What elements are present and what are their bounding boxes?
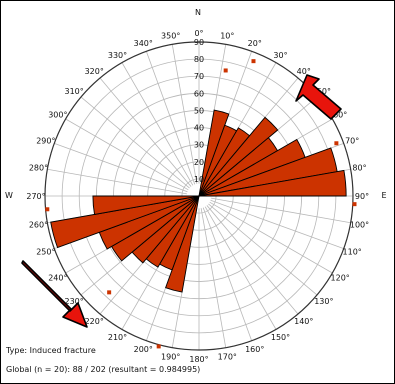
outlier-point-7 (45, 207, 50, 212)
outer-ring (44, 41, 354, 351)
outlier-point-6 (107, 290, 112, 295)
angle-tick-300: 300° (48, 111, 67, 120)
outlier-point-5 (156, 344, 161, 349)
north-label: N (195, 8, 201, 17)
angle-tick-90: 90° (355, 192, 369, 201)
angle-tick-140: 140° (294, 317, 313, 326)
angle-tick-310: 310° (64, 87, 83, 96)
grid-spoke (202, 207, 253, 341)
angle-tick-250: 250° (36, 248, 55, 257)
angle-tick-labels: 0° 10° 20° 30° 40° 50° 60° 70° 80° 90° 100° 110° 120… (26, 29, 369, 364)
petal-80-90 (198, 169, 347, 197)
angle-tick-270: 270° (26, 192, 45, 201)
angle-tick-290: 290° (36, 136, 55, 145)
grid-spoke (65, 118, 189, 191)
radial-tick-90: 90 (194, 38, 204, 47)
radial-tick-80: 80 (194, 55, 204, 64)
angle-tick-320: 320° (85, 67, 104, 76)
radial-tick-60: 60 (194, 89, 204, 98)
angle-tick-60: 60° (333, 111, 347, 120)
angle-tick-80: 80° (352, 164, 366, 173)
east-label: E (381, 191, 386, 200)
angle-tick-210: 210° (108, 333, 127, 342)
angle-tick-230: 230° (64, 297, 83, 306)
grid-spoke (121, 62, 194, 186)
angle-tick-330: 330° (108, 51, 127, 60)
radial-tick-labels: 10 20 30 40 50 60 70 80 90 (194, 38, 204, 184)
angle-tick-220: 220° (85, 317, 104, 326)
grid-spoke (209, 201, 333, 274)
angle-tick-180: 180° (189, 355, 208, 364)
angle-tick-260: 260° (29, 220, 48, 229)
radial-tick-70: 70 (194, 72, 204, 81)
radial-tick-50: 50 (194, 106, 204, 115)
grid-spoke (204, 206, 277, 330)
angle-tick-200: 200° (134, 345, 153, 354)
arrow-lower-left (21, 260, 88, 328)
angle-tick-40: 40° (297, 67, 311, 76)
angle-tick-120: 120° (331, 274, 350, 283)
petal-40-50 (198, 116, 279, 197)
grid-spoke (211, 197, 351, 224)
angle-tick-350: 350° (161, 31, 180, 40)
grid-spoke (54, 142, 188, 193)
angle-tick-10: 10° (220, 31, 234, 40)
grid-spoke (99, 77, 192, 187)
arrow-annotations (21, 74, 342, 328)
outlier-point-1 (223, 68, 228, 73)
radial-tick-30: 30 (194, 141, 204, 150)
grid-spoke (171, 44, 198, 184)
angle-tick-110: 110° (343, 248, 362, 257)
angle-tick-190: 190° (161, 353, 180, 362)
grid-spoke (210, 199, 344, 250)
angle-tick-20: 20° (248, 39, 262, 48)
angle-tick-100: 100° (350, 220, 369, 229)
grid-spoke (80, 96, 190, 189)
angle-tick-70: 70° (345, 136, 359, 145)
angle-tick-340: 340° (134, 39, 153, 48)
grid-spoke (200, 208, 227, 348)
radial-tick-40: 40 (194, 124, 204, 133)
angle-tick-0: 0° (194, 29, 203, 38)
outlier-point-4 (352, 202, 357, 207)
angle-tick-240: 240° (48, 274, 67, 283)
petal-260-270 (92, 195, 200, 215)
outlier-point-2 (251, 59, 256, 64)
grid-spoke (208, 203, 318, 296)
angle-tick-280: 280° (29, 164, 48, 173)
outlier-point-3 (334, 141, 339, 146)
grid-spoke (47, 168, 187, 195)
global-summary: Global (n = 20): 88 / 202 (resultant = 0… (6, 365, 201, 374)
type-label: Type: Induced fracture (6, 346, 96, 355)
grid-spoke (145, 51, 196, 185)
west-label: W (5, 191, 13, 200)
arrow-upper-right (295, 74, 342, 120)
grid-spoke (206, 205, 299, 315)
petals (50, 109, 347, 293)
petal-250-260 (50, 195, 200, 249)
angle-tick-150: 150° (271, 333, 290, 342)
angle-tick-170: 170° (218, 353, 237, 362)
outlier-points (45, 59, 357, 349)
angle-tick-160: 160° (245, 345, 264, 354)
angle-tick-130: 130° (314, 297, 333, 306)
radial-tick-20: 20 (194, 158, 204, 167)
angle-tick-30: 30° (273, 51, 287, 60)
radial-tick-10: 10 (194, 175, 204, 184)
angle-tick-50: 50° (317, 87, 331, 96)
